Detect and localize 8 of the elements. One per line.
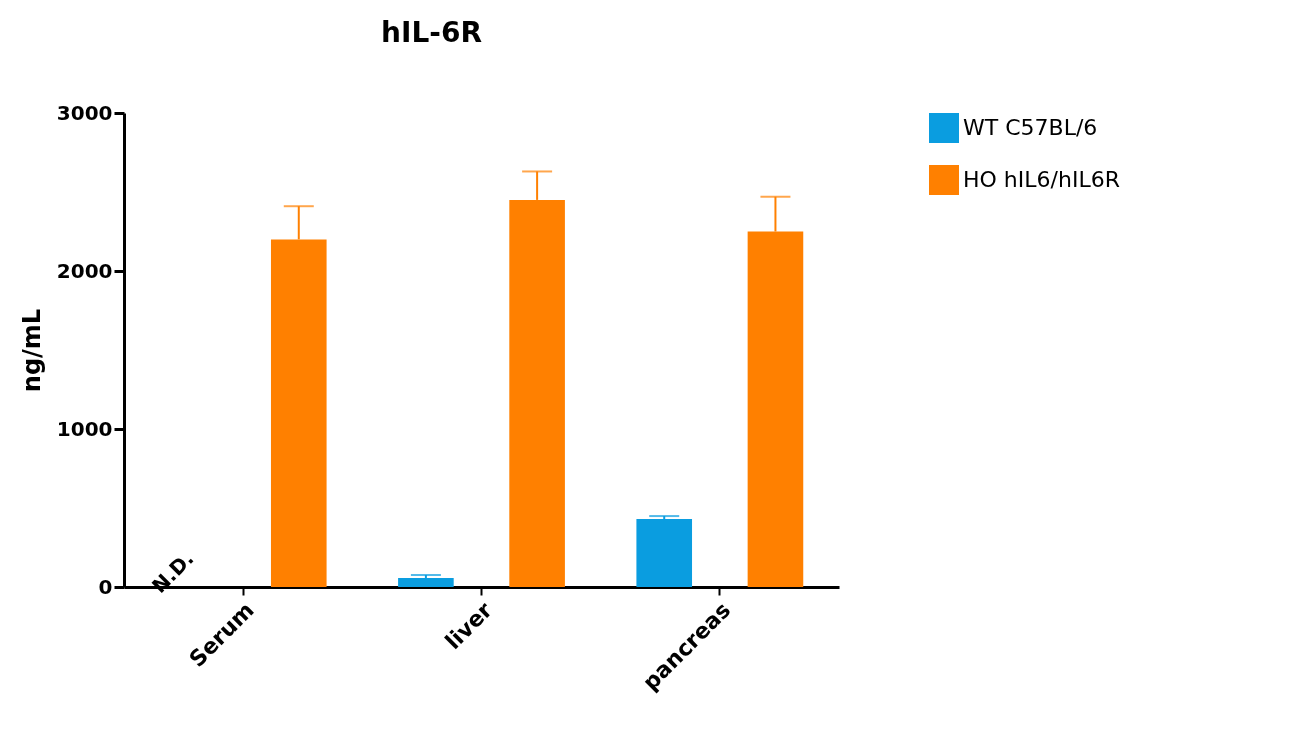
y-tick-label: 1000 — [56, 416, 113, 441]
y-tick-label: 2000 — [56, 258, 113, 283]
legend-label: WT C57BL/6 — [963, 115, 1098, 140]
y-tick-label: 0 — [98, 574, 113, 599]
chart-title: hIL-6R — [381, 16, 482, 49]
y-tick-label: 3000 — [56, 100, 113, 125]
legend-label: HO hIL6/hIL6R — [963, 167, 1120, 192]
y-axis-title: ng/mL — [17, 308, 46, 393]
